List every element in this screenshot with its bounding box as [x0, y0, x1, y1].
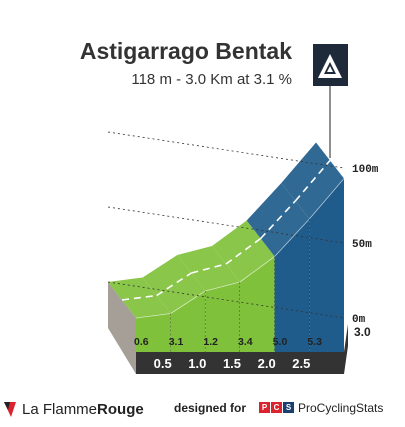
km-marker-label-4: 2.5 — [292, 356, 310, 371]
km-marker-label-2: 1.5 — [223, 356, 241, 371]
climb-category-badge — [313, 44, 348, 158]
designed-for-label: designed for — [174, 401, 247, 415]
segment-edge-3 — [239, 256, 275, 283]
gradient-label-3: 3.4 — [238, 336, 253, 348]
segment-top-1 — [142, 255, 206, 314]
km-marker-label-0: 0.5 — [154, 356, 172, 371]
segment-edge-4 — [274, 218, 310, 257]
segment-top-3 — [212, 220, 275, 282]
pcs-letter-p: P — [259, 402, 270, 413]
segment-ridge-5 — [294, 159, 331, 202]
pcs-name: ProCyclingStats — [298, 401, 384, 415]
elevation-tick-label-2: 0m — [352, 314, 366, 326]
segment-front-5 — [309, 178, 344, 352]
brand-logo: La Flamme Rouge — [4, 398, 144, 420]
climb-stats: 118 m - 3.0 Km at 3.1 % — [131, 71, 292, 88]
km-marker-label-1: 1.0 — [188, 356, 206, 371]
segment-edge-2 — [205, 281, 241, 292]
gradient-label-4: 5.0 — [273, 336, 288, 348]
segment-edge-5 — [309, 178, 345, 220]
brand-name-suffix: Rouge — [97, 400, 144, 418]
segment-edge-1 — [170, 290, 206, 314]
segment-ridge-1 — [156, 272, 192, 297]
gradient-label-0: 0.6 — [134, 336, 149, 348]
segment-front-4 — [274, 219, 310, 352]
km-bar — [136, 324, 348, 374]
la-flamme-rouge-flag-icon — [4, 402, 16, 417]
km-bar-face — [136, 352, 344, 374]
segment-ridge-4 — [260, 200, 296, 240]
climb-title: Astigarrago Bentak — [79, 38, 292, 64]
segment-ridge-2 — [191, 263, 227, 274]
elevation-tick-label-1: 50m — [352, 239, 372, 251]
elevation-tick-label-0: 100m — [352, 164, 379, 176]
side-wall-lower — [108, 316, 136, 374]
segment-front-1 — [170, 291, 206, 352]
segment-edge-0 — [135, 313, 171, 319]
pcs-logo: P C S — [259, 402, 295, 413]
km-bar-end — [344, 324, 348, 374]
profile-segments — [108, 142, 345, 352]
segment-front-3 — [240, 256, 275, 352]
segment-front-0 — [136, 313, 171, 352]
gradient-label-1: 3.1 — [169, 336, 184, 348]
gradient-label-5: 5.3 — [307, 336, 322, 348]
brand-name-prefix: La Flamme — [22, 400, 98, 418]
segment-front-2 — [205, 282, 240, 352]
km-marker-label-5: 3.0 — [354, 325, 371, 339]
profile-side-wall — [108, 282, 136, 374]
footer: La Flamme Rouge designed for P C S ProCyc… — [0, 398, 405, 422]
mountain-icon — [318, 54, 342, 78]
segment-ridge-0 — [121, 294, 157, 301]
km-marker-label-3: 2.0 — [258, 356, 276, 371]
gradient-label-2: 1.2 — [203, 336, 218, 348]
chart-labels: 0.6 3.1 1.2 3.4 5.0 5.3 100m 50m 0m 0.5 1.0 1.5 2.0 2… — [134, 164, 379, 371]
pcs-letter-c: C — [271, 402, 282, 413]
pcs-letter-s: S — [283, 402, 294, 413]
elevation-profile-chart: 0.6 3.1 1.2 3.4 5.0 5.3 100m 50m 0m 0.5 1.0 1.5 2.0 2… — [107, 44, 379, 374]
